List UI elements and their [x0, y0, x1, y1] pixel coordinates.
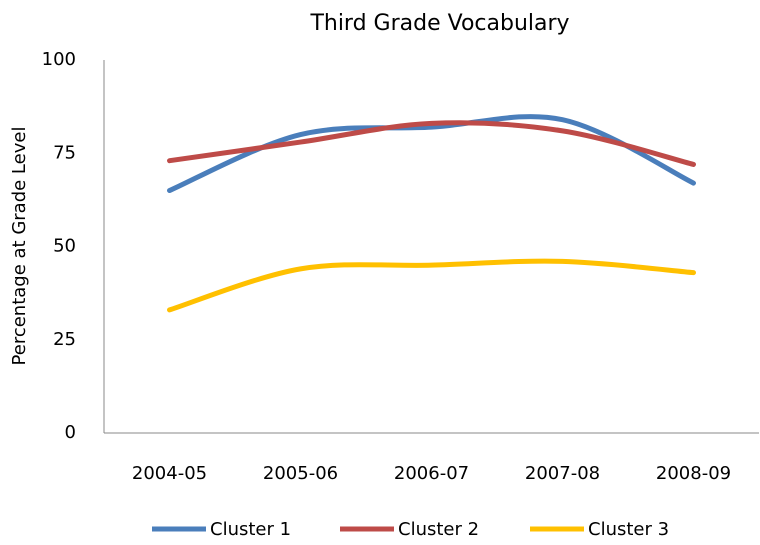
- x-tick-label: 2006-07: [394, 463, 469, 484]
- chart-title: Third Grade Vocabulary: [309, 11, 569, 36]
- x-tick-label: 2004-05: [132, 463, 207, 484]
- legend-label: Cluster 1: [210, 519, 291, 540]
- x-tick-label: 2008-09: [656, 463, 731, 484]
- y-tick-label: 50: [53, 236, 76, 257]
- x-tick-label: 2007-08: [525, 463, 600, 484]
- x-tick-label: 2005-06: [263, 463, 338, 484]
- y-tick-label: 25: [53, 329, 76, 350]
- y-tick-label: 100: [42, 49, 76, 70]
- series-line: [167, 120, 696, 167]
- y-axis-title: Percentage at Grade Level: [9, 127, 30, 366]
- y-tick-label: 0: [65, 422, 76, 443]
- legend-label: Cluster 3: [588, 519, 669, 540]
- series-line: [167, 258, 696, 313]
- legend-label: Cluster 2: [398, 519, 479, 540]
- series-line: [167, 114, 696, 194]
- y-tick-label: 75: [53, 142, 76, 163]
